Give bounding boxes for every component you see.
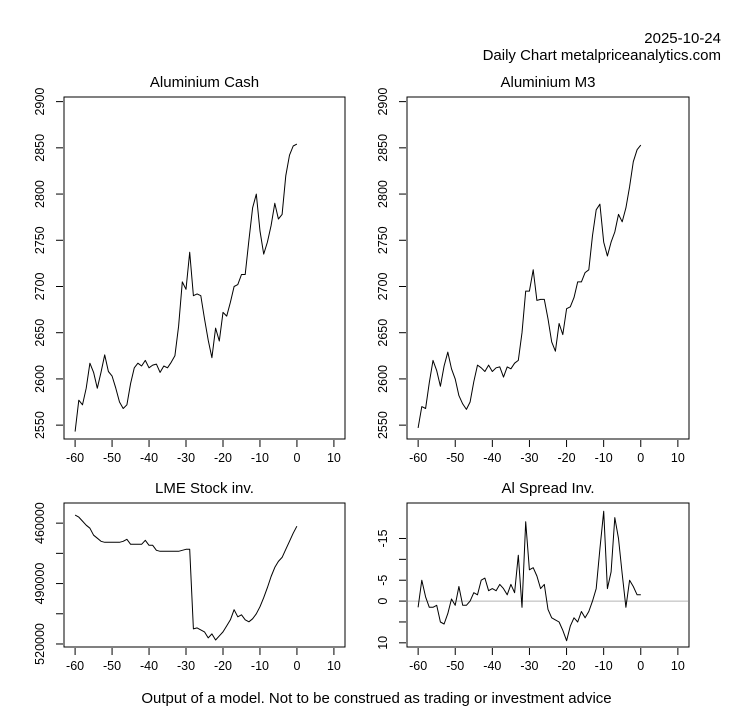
lme-stock-ytick-label: 520000	[33, 623, 47, 665]
disclaimer-footer: Output of a model. Not to be construed a…	[141, 690, 612, 707]
lme-stock-frame	[63, 502, 346, 648]
aluminium-m3-ytick-label: 2850	[376, 134, 390, 162]
aluminium-cash-ytick-label: 2550	[33, 411, 47, 439]
al-spread-series-line	[417, 510, 641, 642]
lme-stock-xtick-label: 0	[293, 659, 300, 673]
aluminium-cash-xtick-label: -30	[177, 451, 195, 465]
chart-date: 2025-10-24	[644, 30, 721, 47]
aluminium-cash-xtick-label: -60	[66, 451, 84, 465]
aluminium-cash-panel: Aluminium Cash -60 -50 -40 -30 -20 -10 0 10 2550 2…	[33, 74, 346, 465]
aluminium-cash-title: Aluminium Cash	[150, 74, 259, 91]
aluminium-m3-ytick-label: 2600	[376, 365, 390, 393]
aluminium-m3-xtick-label: -60	[409, 451, 427, 465]
aluminium-cash-ytick-label: 2650	[33, 319, 47, 347]
aluminium-cash-ytick-label: 2850	[33, 134, 47, 162]
al-spread-xtick-label: -40	[483, 659, 501, 673]
al-spread-ytick-label: -15	[376, 529, 390, 547]
aluminium-cash-ytick-label: 2600	[33, 365, 47, 393]
aluminium-m3-ytick-label: 2700	[376, 273, 390, 301]
aluminium-m3-ytick-label: 2750	[376, 226, 390, 254]
aluminium-cash-ytick-label: 2800	[33, 180, 47, 208]
aluminium-m3-xtick-label: -20	[558, 451, 576, 465]
lme-stock-title: LME Stock inv.	[155, 480, 254, 497]
aluminium-cash-xtick-label: -20	[214, 451, 232, 465]
al-spread-xtick-label: -10	[595, 659, 613, 673]
aluminium-cash-xtick-label: 0	[293, 451, 300, 465]
al-spread-panel: Al Spread Inv.-60 -50 -40 -30 -20 -10 0 10-15-5…	[376, 480, 690, 673]
lme-stock-xtick-label: -30	[177, 659, 195, 673]
aluminium-cash-xtick-label: -50	[103, 451, 121, 465]
aluminium-m3-panel: Aluminium M3 -60 -50 -40 -30 -20 -10 0 10 2550 260…	[376, 74, 690, 465]
lme-stock-ytick-label: 490000	[33, 563, 47, 605]
lme-stock-xtick-label: 10	[327, 659, 341, 673]
aluminium-m3-title: Aluminium M3	[500, 74, 595, 91]
al-spread-ytick-label: -5	[376, 575, 390, 586]
lme-stock-xtick-label: -20	[214, 659, 232, 673]
lme-stock-xtick-label: -40	[140, 659, 158, 673]
aluminium-m3-ytick-label: 2800	[376, 180, 390, 208]
al-spread-xtick-label: 10	[671, 659, 685, 673]
aluminium-cash-series-line	[74, 143, 298, 432]
aluminium-cash-xtick-label: -10	[251, 451, 269, 465]
al-spread-xtick-label: -50	[446, 659, 464, 673]
aluminium-m3-ytick-label: 2650	[376, 319, 390, 347]
al-spread-xtick-label: -20	[558, 659, 576, 673]
aluminium-cash-xtick-label: 10	[327, 451, 341, 465]
al-spread-ytick-label: 0	[376, 598, 390, 605]
aluminium-m3-xtick-label: -30	[520, 451, 538, 465]
aluminium-m3-xtick-label: -10	[595, 451, 613, 465]
aluminium-m3-xtick-label: 0	[637, 451, 644, 465]
lme-stock-xtick-label: -10	[251, 659, 269, 673]
lme-stock-series-line	[74, 514, 298, 641]
aluminium-cash-frame	[63, 96, 346, 440]
al-spread-frame	[406, 502, 690, 648]
aluminium-m3-xtick-label: -50	[446, 451, 464, 465]
lme-stock-xtick-label: -60	[66, 659, 84, 673]
lme-stock-xtick-label: -50	[103, 659, 121, 673]
al-spread-xtick-label: -60	[409, 659, 427, 673]
aluminium-cash-ytick-label: 2700	[33, 273, 47, 301]
aluminium-cash-xtick-label: -40	[140, 451, 158, 465]
lme-stock-panel: LME Stock inv. -60 -50 -40 -30 -20 -10 0 10 46000…	[33, 480, 346, 673]
aluminium-cash-ytick-label: 2900	[33, 88, 47, 116]
aluminium-cash-ytick-label: 2750	[33, 226, 47, 254]
aluminium-m3-series-line	[417, 144, 642, 428]
lme-stock-ytick-label: 460000	[33, 502, 47, 544]
al-spread-ytick-label: 10	[376, 636, 390, 650]
al-spread-xtick-label: -30	[520, 659, 538, 673]
aluminium-m3-xtick-label: 10	[671, 451, 685, 465]
aluminium-m3-ytick-label: 2550	[376, 411, 390, 439]
chart-source: Daily Chart metalpriceanalytics.com	[482, 47, 721, 64]
al-spread-title: Al Spread Inv.	[501, 480, 594, 497]
aluminium-m3-xtick-label: -40	[483, 451, 501, 465]
aluminium-m3-ytick-label: 2900	[376, 88, 390, 116]
aluminium-m3-frame	[406, 96, 690, 440]
al-spread-xtick-label: 0	[637, 659, 644, 673]
